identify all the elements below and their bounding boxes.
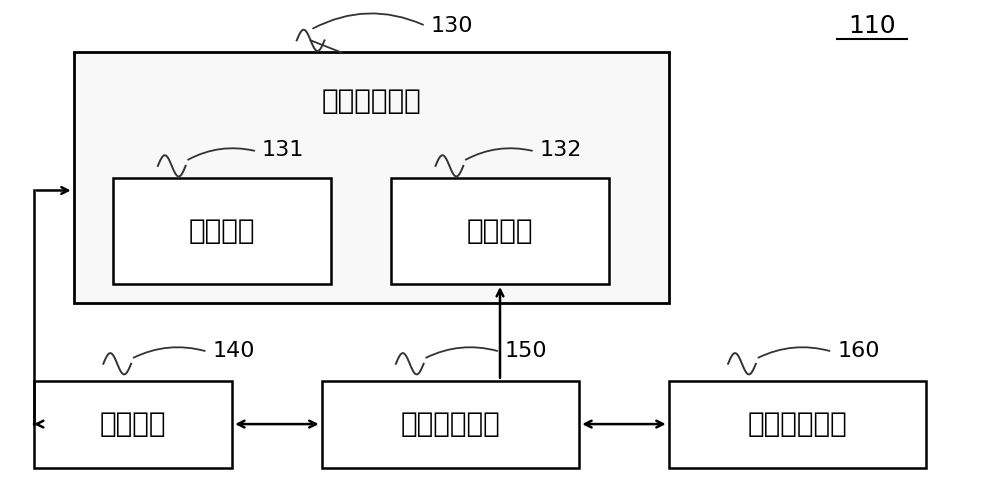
Bar xyxy=(74,53,669,303)
Bar xyxy=(669,381,926,467)
Bar xyxy=(322,381,579,467)
Text: 130: 130 xyxy=(431,16,473,36)
Bar xyxy=(113,178,331,284)
Text: 140: 140 xyxy=(212,341,255,361)
Text: 磁体单元: 磁体单元 xyxy=(189,217,256,245)
Text: 150: 150 xyxy=(505,341,548,361)
Text: 132: 132 xyxy=(540,140,582,161)
Text: 131: 131 xyxy=(262,140,304,161)
Text: 射频单元: 射频单元 xyxy=(467,217,533,245)
Text: 信号获取模块: 信号获取模块 xyxy=(321,87,421,115)
Text: 160: 160 xyxy=(837,341,880,361)
Bar xyxy=(34,381,232,467)
Text: 控制模块: 控制模块 xyxy=(100,410,166,438)
Text: 数据处理模块: 数据处理模块 xyxy=(401,410,500,438)
Text: 110: 110 xyxy=(848,14,896,38)
Bar xyxy=(391,178,609,284)
Text: 数据存储模块: 数据存储模块 xyxy=(748,410,847,438)
